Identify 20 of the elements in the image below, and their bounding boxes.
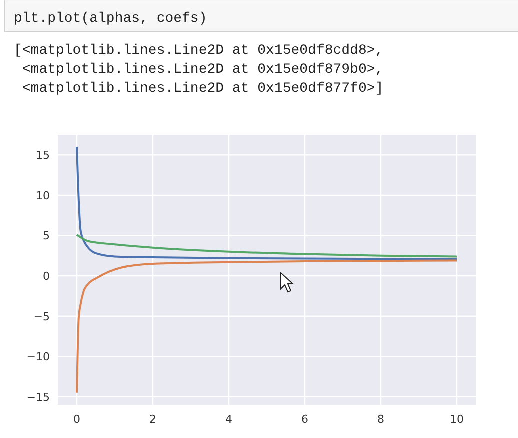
y-tick-label: 15 [36, 149, 50, 162]
y-tick-label: 10 [36, 189, 50, 202]
y-tick-label: 5 [43, 230, 50, 243]
line-series [76, 260, 458, 394]
x-tick-label: 6 [302, 413, 308, 426]
x-tick-label: 2 [150, 413, 156, 426]
text: <matplotlib.lines.Line2D at 0x15e0df879b0>, [14, 62, 384, 78]
y-tick-label: −15 [26, 390, 50, 404]
x-tick-label: 4 [226, 413, 232, 426]
y-tick-label: 0 [43, 270, 50, 284]
text: plt.plot(alphas, coefs) [14, 11, 208, 27]
line-series [76, 146, 458, 260]
x-tick-label: 10 [450, 413, 464, 426]
x-tick-label: 0 [74, 413, 80, 426]
text: [<matplotlib.lines.Line2D at 0x15e0df8cdd8>, [14, 43, 384, 59]
line-series [76, 234, 458, 258]
text: <matplotlib.lines.Line2D at 0x15e0df877f0>] [14, 81, 384, 97]
y-tick-label: −5 [34, 310, 50, 324]
y-tick-label: −10 [26, 350, 50, 364]
x-tick-label: 8 [378, 413, 384, 426]
